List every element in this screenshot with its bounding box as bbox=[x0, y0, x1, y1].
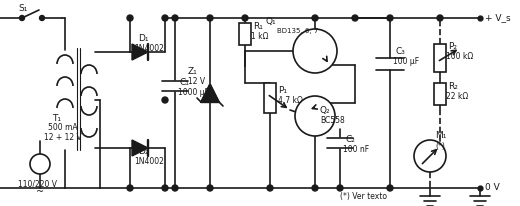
Text: 110/220 V: 110/220 V bbox=[18, 179, 57, 188]
Circle shape bbox=[30, 154, 50, 174]
Circle shape bbox=[162, 185, 168, 191]
Circle shape bbox=[242, 15, 248, 21]
Circle shape bbox=[172, 185, 178, 191]
Text: 22 kΩ: 22 kΩ bbox=[446, 91, 468, 101]
Polygon shape bbox=[201, 84, 219, 102]
Text: Z₁: Z₁ bbox=[188, 67, 198, 76]
Text: R₂: R₂ bbox=[448, 82, 458, 90]
Text: (*) Ver texto: (*) Ver texto bbox=[340, 192, 387, 200]
Circle shape bbox=[293, 29, 337, 73]
Text: BD135, 6, 7: BD135, 6, 7 bbox=[277, 28, 318, 34]
Text: R₁: R₁ bbox=[253, 21, 263, 30]
Text: 12 V: 12 V bbox=[188, 76, 205, 85]
Circle shape bbox=[295, 96, 335, 136]
Text: BC558: BC558 bbox=[320, 116, 345, 124]
Circle shape bbox=[387, 15, 393, 21]
Text: 0 V: 0 V bbox=[485, 184, 500, 192]
Text: Q₂: Q₂ bbox=[320, 105, 331, 115]
Text: 100 nF: 100 nF bbox=[343, 144, 369, 153]
Text: 1 kΩ: 1 kΩ bbox=[251, 32, 268, 41]
Circle shape bbox=[414, 140, 446, 172]
Text: 100 μF: 100 μF bbox=[393, 56, 419, 66]
Circle shape bbox=[40, 15, 45, 21]
Bar bbox=[264, 83, 276, 113]
Text: C₂: C₂ bbox=[345, 135, 355, 144]
Text: D₂: D₂ bbox=[138, 147, 149, 157]
Text: + V_s: + V_s bbox=[485, 14, 511, 22]
Circle shape bbox=[312, 185, 318, 191]
Text: 500 mA: 500 mA bbox=[48, 124, 77, 132]
Circle shape bbox=[352, 15, 358, 21]
Text: 1N4002: 1N4002 bbox=[134, 158, 164, 166]
Circle shape bbox=[387, 185, 393, 191]
Circle shape bbox=[162, 15, 168, 21]
Text: T₁: T₁ bbox=[52, 114, 61, 123]
Circle shape bbox=[337, 185, 343, 191]
Bar bbox=[434, 83, 446, 105]
Text: C₁: C₁ bbox=[180, 77, 190, 87]
Text: 100 kΩ: 100 kΩ bbox=[446, 52, 473, 61]
Circle shape bbox=[20, 15, 24, 21]
Text: ~: ~ bbox=[36, 187, 44, 197]
Text: P₂: P₂ bbox=[448, 41, 457, 50]
Text: 4,7 kΩ: 4,7 kΩ bbox=[278, 96, 303, 104]
Circle shape bbox=[162, 97, 168, 103]
Text: P₁: P₁ bbox=[278, 85, 287, 95]
Circle shape bbox=[127, 15, 133, 21]
Text: C₃: C₃ bbox=[395, 47, 405, 55]
Circle shape bbox=[312, 15, 318, 21]
Bar bbox=[239, 23, 251, 45]
Polygon shape bbox=[132, 140, 148, 156]
Circle shape bbox=[127, 185, 133, 191]
Text: 12 + 12 V: 12 + 12 V bbox=[44, 133, 82, 143]
Text: (*): (*) bbox=[435, 142, 445, 151]
Text: S₁: S₁ bbox=[18, 4, 28, 13]
Polygon shape bbox=[132, 44, 148, 60]
Circle shape bbox=[207, 185, 213, 191]
Circle shape bbox=[267, 185, 273, 191]
Text: D₁: D₁ bbox=[138, 34, 149, 42]
Bar bbox=[434, 44, 446, 72]
Circle shape bbox=[207, 15, 213, 21]
Text: 1000 μF: 1000 μF bbox=[178, 88, 209, 96]
Text: M₁: M₁ bbox=[435, 131, 446, 140]
Circle shape bbox=[172, 15, 178, 21]
Text: Q₁: Q₁ bbox=[265, 16, 276, 26]
Circle shape bbox=[437, 15, 443, 21]
Text: 1N4002: 1N4002 bbox=[134, 43, 164, 53]
